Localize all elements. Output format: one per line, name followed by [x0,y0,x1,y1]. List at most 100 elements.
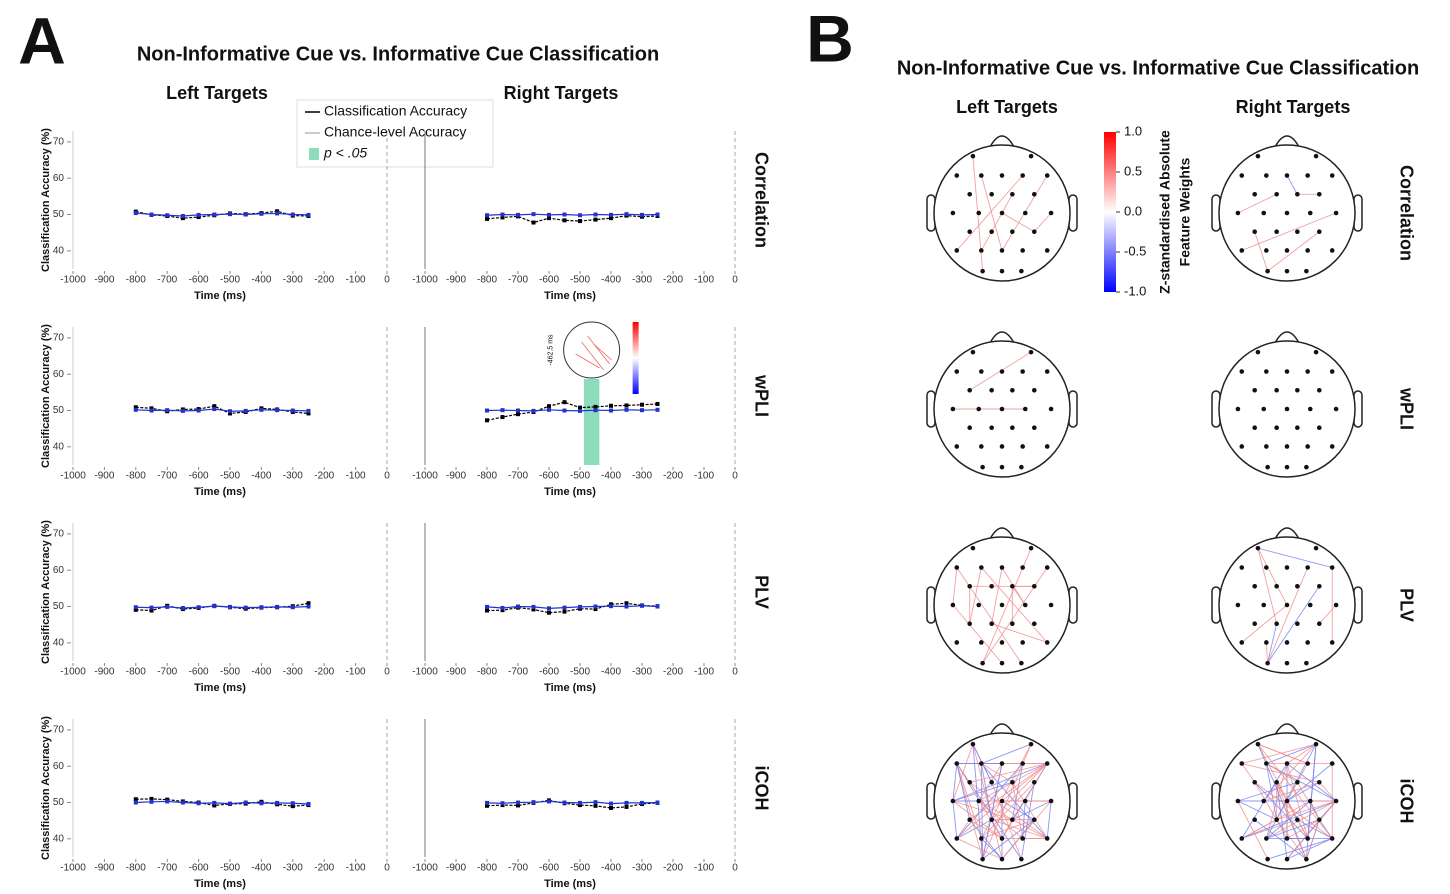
electrode [1284,761,1290,766]
point [290,605,295,610]
electrode [954,248,960,253]
connection [1286,763,1337,802]
series-line [486,213,658,216]
point [212,407,217,412]
series-line [135,800,309,805]
connection [952,604,1003,664]
electrode [1032,779,1037,785]
electrode [1252,817,1257,823]
electrode [1239,248,1245,253]
row-label: wPLI [751,374,771,417]
x-tick-label: -500 [570,863,590,874]
connection [1267,567,1309,664]
electrode [1010,387,1015,393]
electrode [1020,173,1025,178]
point [500,212,505,217]
electrode [979,173,984,178]
electrode [989,229,994,235]
x-tick-label: -900 [446,471,466,482]
y-tick-label: 40 [53,833,65,844]
head-nose [989,723,1015,736]
connection [969,781,1048,839]
x-axis-label: Time (ms) [544,878,596,890]
x-tick-label: 0 [732,863,738,874]
electrode [954,565,960,570]
significance-span [583,379,600,465]
electrode [1255,545,1261,551]
electrode [967,229,972,235]
connection [1263,781,1320,802]
colorbar-tick-label: 0.5 [1124,163,1142,178]
x-tick-label: -200 [663,471,683,482]
electrode [1313,545,1319,551]
electrode [1264,836,1269,841]
point [593,607,598,612]
electrode [1284,369,1290,374]
electrode [1295,387,1300,393]
connection [980,194,1013,251]
point [547,404,551,409]
point [275,604,280,609]
electrode [1284,856,1290,862]
x-tick-label: -600 [539,275,559,286]
point [196,212,201,217]
x-tick-label: -600 [189,275,209,286]
point [531,408,536,413]
electrode [1020,565,1025,570]
point [133,211,138,216]
connection [991,623,1048,643]
x-tick-label: -100 [346,863,366,874]
colorbar-tick-label: 0.0 [1124,203,1142,218]
electrode [1284,268,1290,274]
point [609,801,613,806]
x-tick-label: -700 [508,667,528,678]
colorbar-tick-label: -1.0 [1124,283,1146,298]
electrode [1239,640,1245,645]
y-tick-label: 70 [53,137,65,148]
connection [1011,782,1048,839]
electrode [1010,817,1015,823]
electrode [1317,425,1322,431]
electrode [976,602,982,608]
y-tick-label: 50 [53,405,65,416]
y-tick-label: 60 [53,173,65,184]
electrode [1305,248,1310,253]
electrode [1305,565,1310,570]
electrode [954,640,960,645]
x-tick-label: -300 [632,863,652,874]
electrode [1020,444,1025,449]
electrode [1261,602,1267,608]
electrode [1022,798,1028,804]
x-tick-label: -500 [220,863,240,874]
point [165,604,170,609]
x-axis-label: Time (ms) [544,290,596,302]
head-nose [1274,135,1300,148]
connection [1266,743,1317,764]
electrode [1044,173,1050,178]
electrode [1284,173,1290,178]
colorbar-tick-label: 1.0 [1124,123,1142,138]
point [578,604,582,609]
point [640,402,644,407]
y-tick-label: 60 [53,369,65,380]
point [547,212,551,217]
electrode [1264,248,1269,253]
electrode [1239,565,1245,570]
electrode [1010,191,1015,197]
point [212,212,217,217]
electrode [1010,621,1015,627]
y-tick-label: 50 [53,797,65,808]
electrode [979,836,984,841]
point [609,216,613,221]
connection [1276,819,1307,860]
x-tick-label: -800 [126,863,146,874]
electrode [1022,406,1028,412]
connection [969,567,982,624]
connection [1286,763,1333,802]
connection [1033,212,1052,233]
point [624,800,629,805]
row-label: wPLI [1396,387,1416,430]
inset-connection [575,353,600,369]
electrode [1274,387,1279,393]
electrode [1252,779,1257,785]
